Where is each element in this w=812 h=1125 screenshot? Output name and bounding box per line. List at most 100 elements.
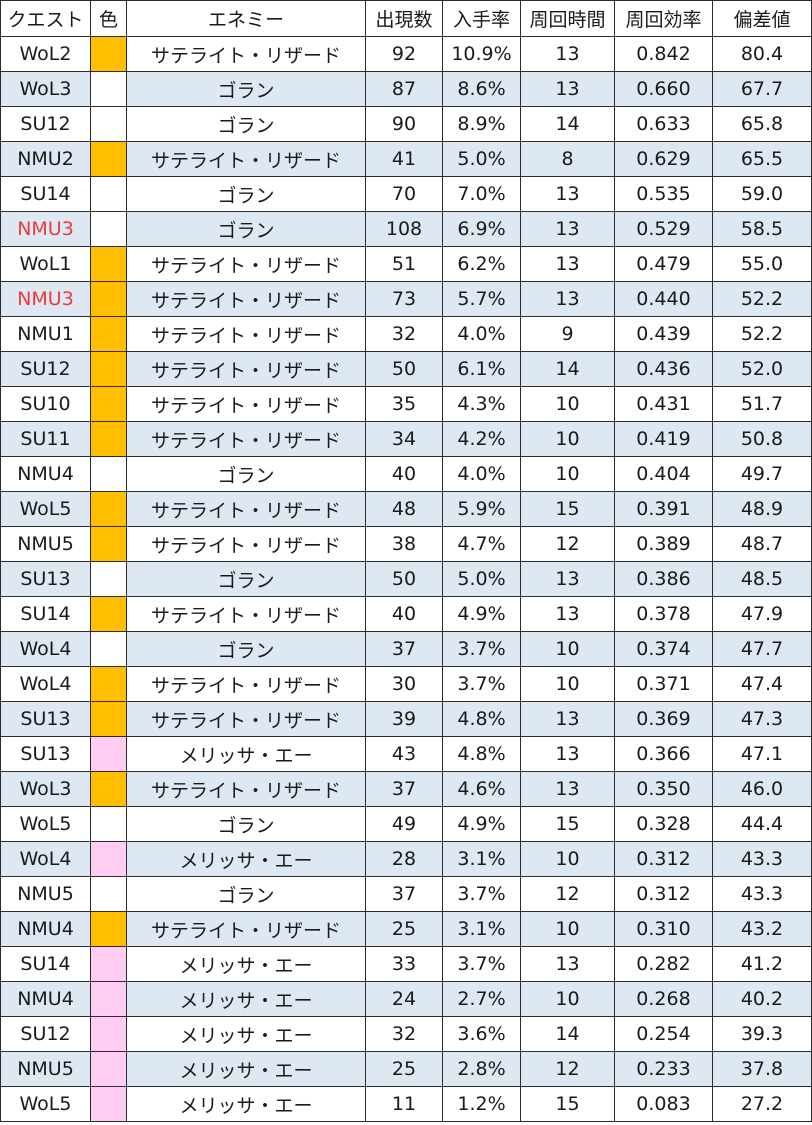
- loop-time-cell: 10: [520, 841, 615, 877]
- loop-time-cell: 13: [520, 946, 615, 982]
- loop-time-cell: 13: [520, 176, 615, 212]
- header-loop-time: 周回時間: [520, 0, 615, 37]
- quest-cell: NMU3: [0, 281, 91, 317]
- loop-time-cell: 13: [520, 71, 615, 107]
- quest-cell: SU13: [0, 736, 91, 772]
- loop-time-cell: 15: [520, 1086, 615, 1122]
- color-swatch: [90, 176, 127, 212]
- enemy-cell: ゴラン: [126, 806, 366, 842]
- appearances-cell: 38: [365, 526, 443, 562]
- deviation-cell: 47.4: [712, 666, 812, 702]
- drop-rate-cell: 4.0%: [442, 456, 521, 492]
- efficiency-cell: 0.386: [614, 561, 713, 597]
- color-swatch: [90, 106, 127, 142]
- enemy-cell: メリッサ・エー: [126, 981, 366, 1017]
- color-swatch: [90, 841, 127, 877]
- efficiency-cell: 0.328: [614, 806, 713, 842]
- quest-cell: SU14: [0, 176, 91, 212]
- deviation-cell: 44.4: [712, 806, 812, 842]
- quest-cell: NMU3: [0, 211, 91, 247]
- drop-rate-cell: 4.2%: [442, 421, 521, 457]
- drop-rate-cell: 6.2%: [442, 246, 521, 282]
- quest-cell: NMU1: [0, 316, 91, 352]
- deviation-cell: 43.2: [712, 911, 812, 947]
- quest-cell: SU14: [0, 596, 91, 632]
- enemy-cell: メリッサ・エー: [126, 1016, 366, 1052]
- efficiency-cell: 0.391: [614, 491, 713, 527]
- appearances-cell: 40: [365, 456, 443, 492]
- color-swatch: [90, 666, 127, 702]
- enemy-cell: メリッサ・エー: [126, 736, 366, 772]
- table-row: NMU5 サテライト・リザード 38 4.7% 12 0.389 48.7: [0, 526, 812, 562]
- loop-time-cell: 10: [520, 666, 615, 702]
- header-drop-rate: 入手率: [442, 0, 521, 37]
- deviation-cell: 47.7: [712, 631, 812, 667]
- enemy-cell: メリッサ・エー: [126, 841, 366, 877]
- enemy-cell: メリッサ・エー: [126, 1086, 366, 1122]
- deviation-cell: 47.3: [712, 701, 812, 737]
- enemy-cell: ゴラン: [126, 456, 366, 492]
- loop-time-cell: 14: [520, 351, 615, 387]
- deviation-cell: 47.9: [712, 596, 812, 632]
- drop-rate-cell: 4.3%: [442, 386, 521, 422]
- efficiency-cell: 0.629: [614, 141, 713, 177]
- quest-cell: NMU4: [0, 456, 91, 492]
- quest-cell: SU12: [0, 106, 91, 142]
- enemy-cell: ゴラン: [126, 211, 366, 247]
- color-swatch: [90, 36, 127, 72]
- enemy-cell: サテライト・リザード: [126, 596, 366, 632]
- color-swatch: [90, 981, 127, 1017]
- quest-cell: SU13: [0, 701, 91, 737]
- deviation-cell: 80.4: [712, 36, 812, 72]
- appearances-cell: 50: [365, 351, 443, 387]
- table-row: NMU5 ゴラン 37 3.7% 12 0.312 43.3: [0, 876, 812, 912]
- drop-rate-cell: 5.0%: [442, 141, 521, 177]
- table-row: NMU4 メリッサ・エー 24 2.7% 10 0.268 40.2: [0, 981, 812, 1017]
- quest-cell: WoL4: [0, 666, 91, 702]
- table-row: NMU1 サテライト・リザード 32 4.0% 9 0.439 52.2: [0, 316, 812, 352]
- deviation-cell: 52.2: [712, 281, 812, 317]
- loop-time-cell: 10: [520, 456, 615, 492]
- drop-rate-cell: 4.6%: [442, 771, 521, 807]
- header-appearances: 出現数: [365, 0, 443, 37]
- drop-rate-cell: 3.7%: [442, 946, 521, 982]
- appearances-cell: 37: [365, 771, 443, 807]
- appearances-cell: 37: [365, 631, 443, 667]
- enemy-cell: サテライト・リザード: [126, 281, 366, 317]
- enemy-cell: サテライト・リザード: [126, 316, 366, 352]
- enemy-cell: サテライト・リザード: [126, 701, 366, 737]
- drop-rate-cell: 3.6%: [442, 1016, 521, 1052]
- color-swatch: [90, 806, 127, 842]
- enemy-cell: ゴラン: [126, 631, 366, 667]
- appearances-cell: 92: [365, 36, 443, 72]
- table-row: NMU4 ゴラン 40 4.0% 10 0.404 49.7: [0, 456, 812, 492]
- drop-rate-cell: 3.7%: [442, 666, 521, 702]
- quest-cell: NMU2: [0, 141, 91, 177]
- enemy-cell: サテライト・リザード: [126, 141, 366, 177]
- appearances-cell: 40: [365, 596, 443, 632]
- drop-rate-cell: 3.7%: [442, 631, 521, 667]
- table-row: NMU2 サテライト・リザード 41 5.0% 8 0.629 65.5: [0, 141, 812, 177]
- color-swatch: [90, 281, 127, 317]
- appearances-cell: 25: [365, 1051, 443, 1087]
- enemy-cell: ゴラン: [126, 71, 366, 107]
- color-swatch: [90, 911, 127, 947]
- quest-cell: WoL5: [0, 806, 91, 842]
- appearances-cell: 32: [365, 1016, 443, 1052]
- drop-rate-cell: 4.9%: [442, 596, 521, 632]
- drop-rate-cell: 4.9%: [442, 806, 521, 842]
- table-header: クエスト 色 エネミー 出現数 入手率 周回時間 周回効率 偏差値: [0, 0, 812, 37]
- drop-rate-cell: 3.1%: [442, 841, 521, 877]
- efficiency-cell: 0.350: [614, 771, 713, 807]
- efficiency-cell: 0.529: [614, 211, 713, 247]
- table-row: WoL2 サテライト・リザード 92 10.9% 13 0.842 80.4: [0, 36, 812, 72]
- efficiency-cell: 0.440: [614, 281, 713, 317]
- quest-cell: SU14: [0, 946, 91, 982]
- color-swatch: [90, 316, 127, 352]
- efficiency-cell: 0.369: [614, 701, 713, 737]
- deviation-cell: 48.9: [712, 491, 812, 527]
- efficiency-cell: 0.233: [614, 1051, 713, 1087]
- drop-rate-cell: 5.9%: [442, 491, 521, 527]
- efficiency-cell: 0.535: [614, 176, 713, 212]
- drop-rate-cell: 3.1%: [442, 911, 521, 947]
